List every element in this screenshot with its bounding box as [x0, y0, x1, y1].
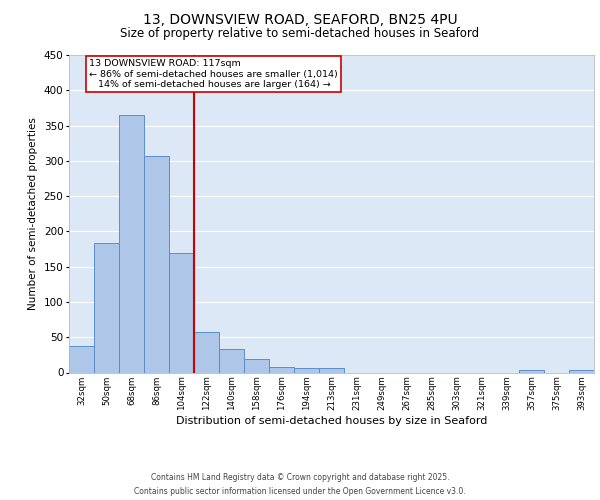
Bar — [244, 359, 269, 372]
Bar — [519, 370, 544, 372]
Bar — [269, 367, 294, 372]
Bar — [144, 156, 169, 372]
Text: 13 DOWNSVIEW ROAD: 117sqm
← 86% of semi-detached houses are smaller (1,014)
   1: 13 DOWNSVIEW ROAD: 117sqm ← 86% of semi-… — [89, 59, 338, 89]
Bar — [94, 244, 119, 372]
Bar — [569, 370, 594, 372]
Bar — [294, 368, 319, 372]
Text: 13, DOWNSVIEW ROAD, SEAFORD, BN25 4PU: 13, DOWNSVIEW ROAD, SEAFORD, BN25 4PU — [143, 12, 457, 26]
Bar — [219, 349, 244, 372]
Bar — [169, 252, 194, 372]
Bar — [119, 115, 144, 372]
Bar — [69, 346, 94, 372]
Text: Contains HM Land Registry data © Crown copyright and database right 2025.: Contains HM Land Registry data © Crown c… — [151, 472, 449, 482]
Y-axis label: Number of semi-detached properties: Number of semi-detached properties — [28, 118, 38, 310]
Text: Size of property relative to semi-detached houses in Seaford: Size of property relative to semi-detach… — [121, 28, 479, 40]
X-axis label: Distribution of semi-detached houses by size in Seaford: Distribution of semi-detached houses by … — [176, 416, 487, 426]
Bar — [319, 368, 344, 372]
Text: Contains public sector information licensed under the Open Government Licence v3: Contains public sector information licen… — [134, 488, 466, 496]
Bar — [194, 332, 219, 372]
